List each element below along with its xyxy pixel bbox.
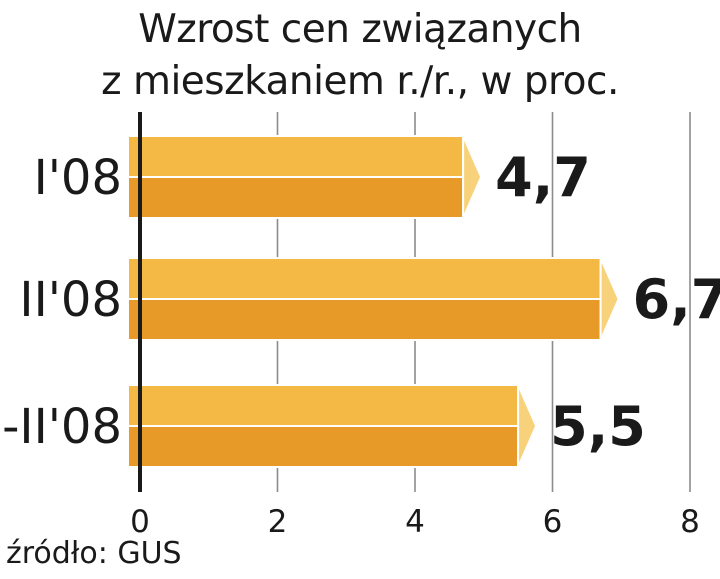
category-label: I'08 (34, 150, 122, 206)
bar-top-face (127, 257, 602, 300)
bar-top-face (127, 135, 465, 178)
bar-group: I'08 4,7 (34, 135, 591, 219)
bar-end-cap (462, 135, 483, 219)
bar-end-cap (517, 384, 538, 468)
category-label: II'08 (19, 272, 122, 328)
bar-bottom-face (127, 425, 520, 468)
x-tick-label: 8 (680, 504, 700, 540)
bars: I'08 4,7 II'08 6,7 I-II'08 5,5 (0, 135, 720, 468)
value-label: 6,7 (633, 268, 720, 331)
x-tick-label: 6 (543, 504, 563, 540)
bar-end-cap (599, 257, 620, 341)
bar-top-face (127, 384, 520, 427)
value-label: 4,7 (495, 146, 591, 209)
category-label: I-II'08 (0, 399, 122, 455)
x-tick-label: 4 (405, 504, 425, 540)
bar-group: II'08 6,7 (19, 257, 720, 341)
bar-bottom-face (127, 176, 465, 219)
chart-title-line-1: Wzrost cen związanych (138, 7, 582, 52)
bar-bottom-face (127, 298, 602, 341)
chart-title-line-2: z mieszkaniem r./r., w proc. (101, 59, 619, 104)
bar-group: I-II'08 5,5 (0, 384, 646, 468)
x-axis: 0 2 4 6 8 (130, 112, 700, 540)
chart-title: Wzrost cen związanych z mieszkaniem r./r… (0, 4, 720, 108)
x-tick-label: 2 (268, 504, 288, 540)
value-label: 5,5 (550, 395, 646, 458)
source-note: źródło: GUS (6, 536, 182, 571)
x-tick-label: 0 (130, 504, 150, 540)
